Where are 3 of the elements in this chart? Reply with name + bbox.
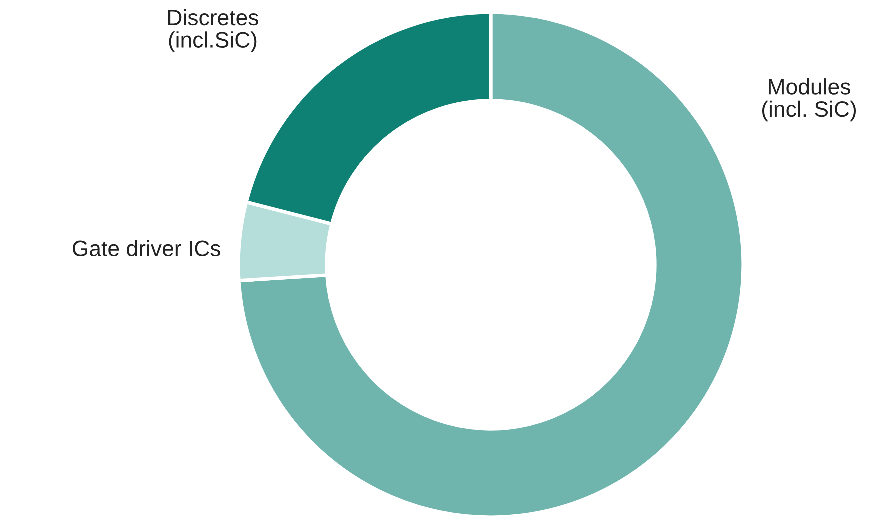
slice-label: Modules (incl. SiC) <box>762 78 856 122</box>
slice-label: Gate driver ICs <box>72 240 220 257</box>
slice-label: Discretes (incl.SiC) <box>168 9 258 52</box>
